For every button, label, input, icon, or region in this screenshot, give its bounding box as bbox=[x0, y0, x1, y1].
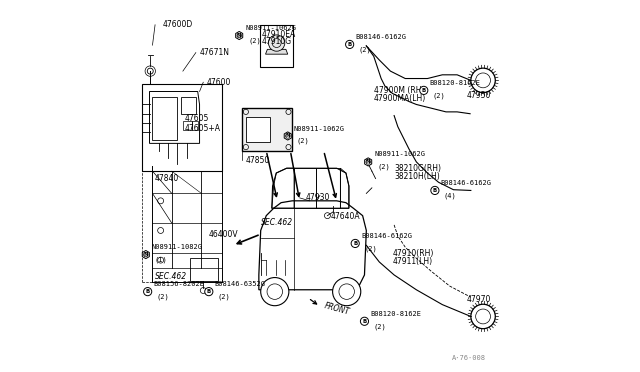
Text: 47930: 47930 bbox=[305, 193, 330, 202]
Circle shape bbox=[431, 186, 439, 195]
Circle shape bbox=[260, 278, 289, 306]
Text: B08120-8162E: B08120-8162E bbox=[371, 311, 421, 317]
Text: B08146-6162G: B08146-6162G bbox=[441, 180, 492, 186]
Text: 47600: 47600 bbox=[207, 78, 231, 87]
Text: SEC.462: SEC.462 bbox=[262, 218, 294, 227]
Text: (1): (1) bbox=[155, 256, 168, 263]
Text: N08911-1062G: N08911-1062G bbox=[374, 151, 425, 157]
Text: 47910EA: 47910EA bbox=[262, 29, 296, 39]
Text: 47910(RH): 47910(RH) bbox=[392, 249, 434, 258]
Text: B08156-8202E: B08156-8202E bbox=[154, 281, 205, 287]
Text: B08120-8162E: B08120-8162E bbox=[429, 80, 481, 86]
Text: 47600D: 47600D bbox=[163, 20, 193, 29]
Text: (2): (2) bbox=[218, 294, 230, 300]
Polygon shape bbox=[266, 49, 288, 54]
Text: A·76·008: A·76·008 bbox=[452, 355, 486, 361]
Text: (2): (2) bbox=[364, 245, 377, 252]
Text: 47605+A: 47605+A bbox=[185, 124, 221, 133]
Text: 38210G(RH): 38210G(RH) bbox=[394, 164, 441, 173]
Text: 47950: 47950 bbox=[467, 91, 491, 100]
Circle shape bbox=[333, 278, 361, 306]
Text: (2): (2) bbox=[248, 37, 261, 44]
Text: (2): (2) bbox=[358, 46, 371, 53]
Text: 38210H(LH): 38210H(LH) bbox=[394, 172, 440, 181]
Text: N08911-1062G: N08911-1062G bbox=[245, 25, 296, 31]
Text: 47840: 47840 bbox=[155, 174, 179, 183]
Text: 47970: 47970 bbox=[467, 295, 491, 304]
Text: B08146-6162G: B08146-6162G bbox=[361, 233, 412, 239]
Text: B: B bbox=[207, 289, 211, 294]
Text: N: N bbox=[366, 160, 371, 164]
Circle shape bbox=[420, 86, 428, 94]
Text: (4): (4) bbox=[444, 192, 456, 199]
Circle shape bbox=[205, 288, 213, 296]
Text: (2): (2) bbox=[373, 323, 386, 330]
Polygon shape bbox=[236, 32, 243, 39]
Text: B: B bbox=[348, 42, 352, 47]
Text: FRONT: FRONT bbox=[323, 301, 351, 317]
FancyBboxPatch shape bbox=[246, 118, 270, 141]
FancyBboxPatch shape bbox=[242, 108, 292, 151]
Text: 47900M (RH): 47900M (RH) bbox=[374, 86, 424, 95]
Text: N: N bbox=[237, 33, 241, 38]
Text: B08146-6162G: B08146-6162G bbox=[356, 34, 406, 40]
Polygon shape bbox=[284, 132, 291, 140]
Circle shape bbox=[346, 40, 354, 48]
Text: B: B bbox=[145, 289, 150, 294]
Text: 47910G: 47910G bbox=[262, 37, 292, 46]
Text: B: B bbox=[422, 88, 426, 93]
Text: (2): (2) bbox=[377, 164, 390, 170]
Text: 47900MA(LH): 47900MA(LH) bbox=[374, 94, 426, 103]
Text: 47605: 47605 bbox=[185, 114, 209, 123]
Polygon shape bbox=[142, 250, 149, 259]
Text: B: B bbox=[353, 241, 357, 246]
Text: N: N bbox=[285, 134, 290, 138]
Text: 47640A: 47640A bbox=[331, 212, 361, 221]
Circle shape bbox=[269, 35, 285, 51]
Text: 47911(LH): 47911(LH) bbox=[392, 257, 433, 266]
Text: (2): (2) bbox=[433, 92, 445, 99]
Text: SEC.462: SEC.462 bbox=[155, 272, 188, 281]
Text: 46400V: 46400V bbox=[209, 230, 239, 240]
Text: 47671N: 47671N bbox=[200, 48, 230, 57]
Text: N08911-1082G: N08911-1082G bbox=[152, 244, 203, 250]
Circle shape bbox=[360, 317, 369, 326]
Circle shape bbox=[351, 239, 359, 247]
Text: B08146-6352G: B08146-6352G bbox=[215, 281, 266, 287]
Text: 47850: 47850 bbox=[246, 155, 270, 164]
Polygon shape bbox=[365, 158, 372, 166]
Text: N08911-1062G: N08911-1062G bbox=[294, 125, 345, 132]
Circle shape bbox=[143, 288, 152, 296]
Text: (2): (2) bbox=[297, 138, 309, 144]
Text: N: N bbox=[143, 252, 148, 257]
Text: B: B bbox=[362, 319, 367, 324]
Text: B: B bbox=[433, 188, 437, 193]
Text: (2): (2) bbox=[157, 294, 170, 300]
